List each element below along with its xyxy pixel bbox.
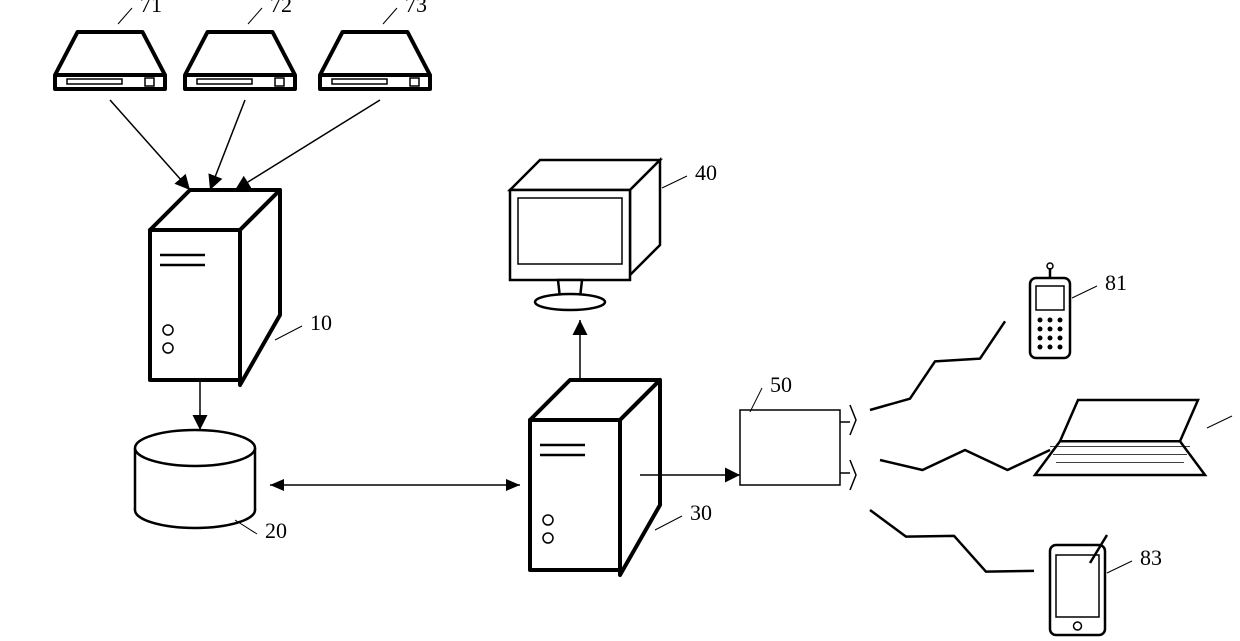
label-phone: 81: [1105, 270, 1127, 295]
wireless-bolt: [880, 450, 1050, 470]
label-drive1: 71: [140, 0, 162, 17]
label-drive2: 72: [270, 0, 292, 17]
node-laptop: 82: [1035, 400, 1240, 475]
node-db: 20: [135, 430, 287, 543]
label-server2: 30: [690, 500, 712, 525]
node-tablet: 83: [1050, 535, 1162, 635]
node-drive2: 72: [185, 0, 295, 89]
wireless-bolt: [870, 510, 1034, 572]
label-drive3: 73: [405, 0, 427, 17]
label-server1: 10: [310, 310, 332, 335]
label-db: 20: [265, 518, 287, 543]
node-drive1: 71: [55, 0, 165, 89]
wireless-bolt: [870, 321, 1005, 410]
node-phone: 81: [1030, 263, 1127, 358]
label-monitor: 40: [695, 160, 717, 185]
node-server2: 30: [530, 380, 712, 575]
node-monitor: 40: [510, 160, 717, 310]
label-tablet: 83: [1140, 545, 1162, 570]
node-router: 50: [740, 372, 856, 490]
node-server1: 10: [150, 190, 332, 385]
label-router: 50: [770, 372, 792, 397]
node-drive3: 73: [320, 0, 430, 89]
